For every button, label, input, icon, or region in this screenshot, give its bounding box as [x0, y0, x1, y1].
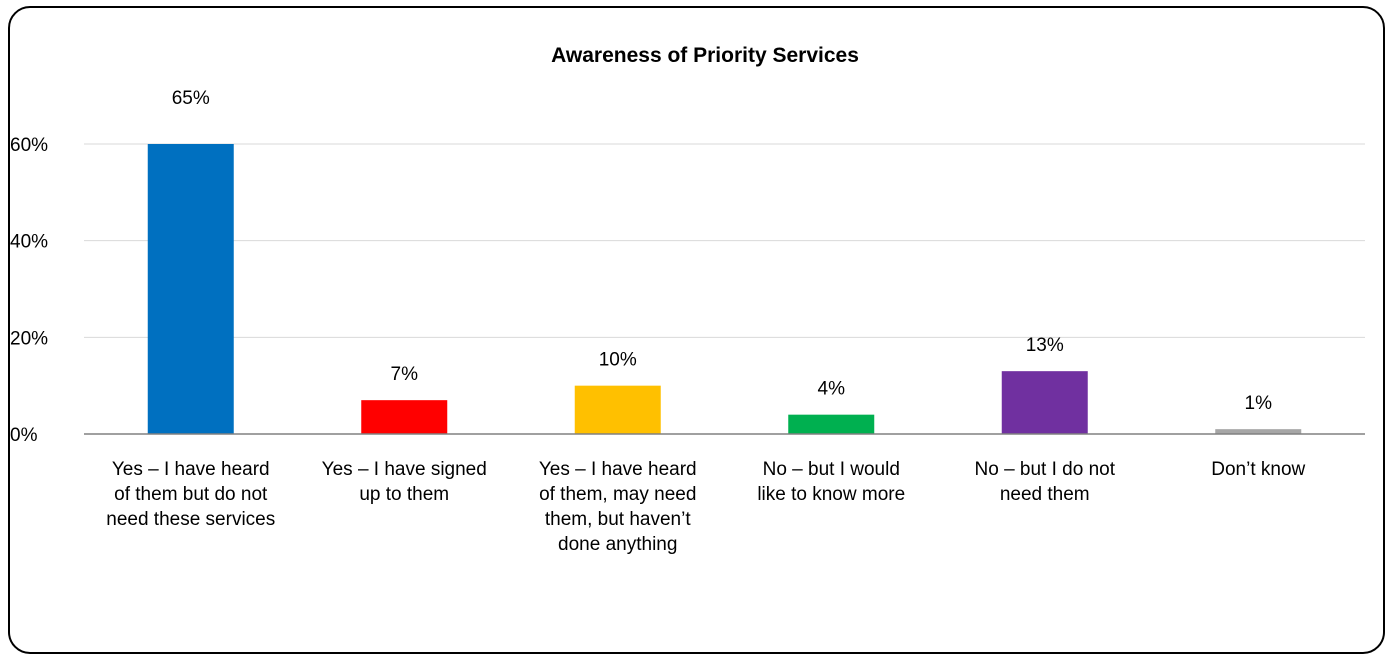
data-label: 10%	[599, 350, 637, 371]
gridlines	[84, 143, 1365, 338]
category-labels: Yes – I have heard of them but do not need…	[106, 459, 1305, 555]
bars	[147, 144, 1302, 434]
y-axis-ticks: 0% 20% 40% 60%	[10, 135, 48, 446]
bar	[147, 144, 234, 434]
y-tick-label: 20%	[10, 328, 48, 349]
category-label: No – but I would like to know more	[757, 459, 905, 505]
data-label: 65%	[172, 88, 210, 109]
y-tick-label: 60%	[10, 135, 48, 156]
chart-frame	[8, 6, 1385, 654]
data-labels: 65% 7% 10% 4% 13% 1%	[172, 88, 1272, 414]
category-label: Yes – I have signed up to them	[322, 459, 487, 505]
data-label: 7%	[391, 364, 419, 385]
bar	[574, 385, 661, 434]
chart-title: Awareness of Priority Services	[551, 44, 859, 67]
category-label: Don’t know	[1211, 459, 1305, 480]
y-tick-label: 40%	[10, 232, 48, 253]
category-label: No – but I do not need them	[975, 459, 1116, 505]
category-label: Yes – I have heard of them, may need them,…	[539, 459, 697, 555]
bar	[788, 414, 875, 434]
data-label: 13%	[1026, 335, 1064, 356]
bar	[1001, 371, 1088, 434]
bar	[361, 400, 448, 434]
y-tick-label: 0%	[10, 425, 38, 446]
data-label: 4%	[818, 379, 846, 400]
bar	[1215, 429, 1302, 434]
data-label: 1%	[1245, 393, 1273, 414]
category-label: Yes – I have heard of them but do not need…	[106, 459, 275, 530]
